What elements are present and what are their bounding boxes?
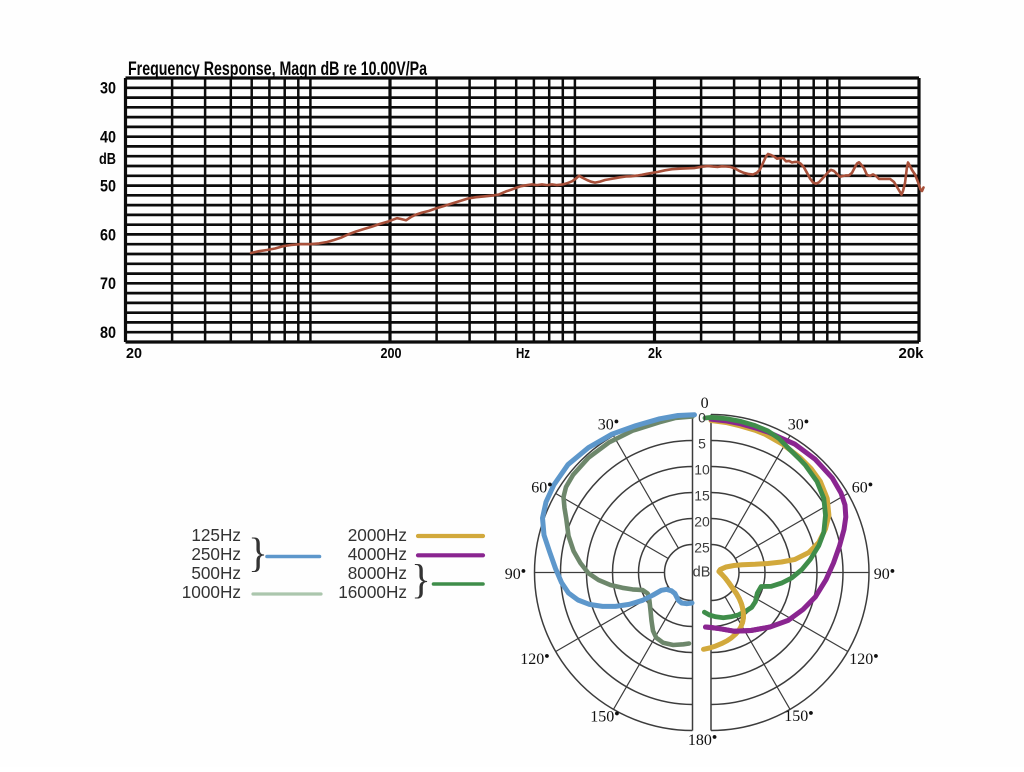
- svg-text:10: 10: [694, 462, 710, 478]
- svg-text:Frequency Response, Magn dB re: Frequency Response, Magn dB re 10.00V/Pa: [128, 59, 427, 80]
- svg-text:125Hz: 125Hz: [191, 525, 241, 545]
- svg-text:dB: dB: [99, 151, 116, 168]
- svg-text:5: 5: [698, 436, 706, 452]
- svg-text:25: 25: [694, 540, 710, 556]
- svg-text:150●: 150●: [590, 708, 619, 726]
- svg-text:150●: 150●: [784, 708, 813, 726]
- svg-text:180●: 180●: [688, 731, 717, 749]
- svg-text:dB: dB: [693, 564, 711, 580]
- svg-text:4000Hz: 4000Hz: [348, 544, 407, 564]
- svg-text:30: 30: [100, 80, 116, 98]
- svg-text:2k: 2k: [648, 346, 663, 362]
- svg-text:0: 0: [701, 395, 709, 412]
- svg-text:20: 20: [126, 346, 142, 362]
- svg-text:120●: 120●: [849, 651, 878, 669]
- svg-text:250Hz: 250Hz: [191, 544, 241, 564]
- svg-text:500Hz: 500Hz: [191, 563, 241, 583]
- svg-text:80: 80: [100, 324, 116, 342]
- svg-text:1000Hz: 1000Hz: [182, 582, 241, 602]
- svg-text:20k: 20k: [899, 346, 925, 362]
- svg-text:60: 60: [100, 226, 116, 244]
- svg-text:120●: 120●: [520, 651, 549, 669]
- svg-text:15: 15: [694, 488, 710, 504]
- svg-text:}: }: [248, 530, 268, 576]
- svg-text:16000Hz: 16000Hz: [338, 582, 407, 602]
- svg-text:8000Hz: 8000Hz: [348, 563, 407, 583]
- svg-text:40: 40: [100, 129, 116, 147]
- svg-text:20: 20: [694, 514, 710, 530]
- svg-text:0: 0: [698, 410, 706, 426]
- svg-text:}: }: [411, 556, 431, 602]
- svg-text:200: 200: [381, 346, 402, 362]
- svg-text:Hz: Hz: [516, 346, 530, 362]
- svg-text:50: 50: [100, 178, 116, 196]
- svg-text:70: 70: [100, 275, 116, 293]
- svg-text:2000Hz: 2000Hz: [348, 525, 407, 545]
